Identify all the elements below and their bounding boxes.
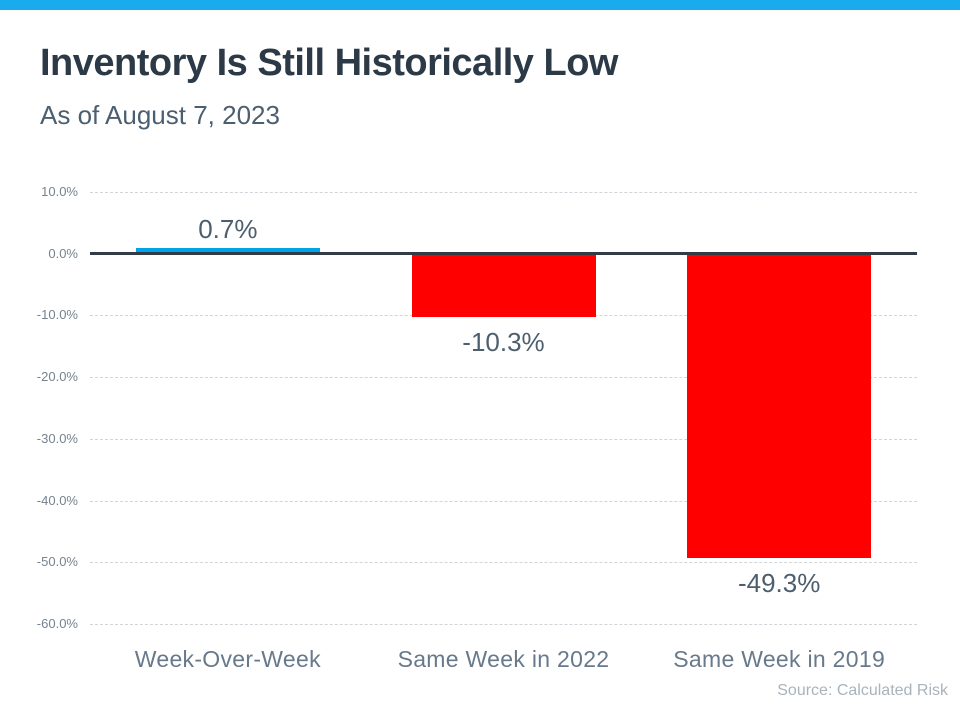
y-axis-tick-label: -40.0% bbox=[36, 492, 78, 508]
x-axis-category-label: Week-Over-Week bbox=[134, 646, 321, 672]
bar-value-label: 0.7% bbox=[198, 213, 258, 244]
gridline bbox=[90, 377, 917, 379]
y-axis-tick-label: -10.0% bbox=[36, 307, 78, 323]
y-axis-tick-label: -50.0% bbox=[36, 554, 78, 570]
y-axis-tick-label: 10.0% bbox=[41, 184, 78, 199]
gridline bbox=[90, 438, 917, 440]
gridline bbox=[90, 500, 917, 502]
bar-same-week-in-2019 bbox=[687, 255, 872, 558]
top-accent-bar bbox=[0, 0, 960, 10]
gridline bbox=[90, 562, 917, 564]
bar-same-week-in-2022 bbox=[411, 255, 596, 318]
bar-chart: 10.0% 0.0% -10.0% -20.0% -30.0% -40.0% -50.0% -… bbox=[0, 184, 960, 692]
bar-week-over-week bbox=[135, 247, 320, 253]
bar-value-label: -10.3% bbox=[462, 327, 545, 358]
gridline bbox=[90, 624, 917, 625]
x-axis-category-label: Same Week in 2019 bbox=[673, 646, 886, 672]
gridline bbox=[90, 192, 917, 193]
y-axis-tick-label: -20.0% bbox=[36, 369, 78, 385]
y-axis-tick-label: -60.0% bbox=[36, 616, 78, 631]
x-axis-category-label: Same Week in 2022 bbox=[397, 646, 610, 672]
subtitle-date: As of August 7, 2023 bbox=[40, 100, 280, 130]
y-axis-tick-label: 0.0% bbox=[48, 245, 78, 261]
zero-axis-line bbox=[90, 252, 917, 256]
bar-value-label: -49.3% bbox=[737, 567, 821, 598]
source-attribution: Source: Calculated Risk bbox=[777, 682, 948, 699]
y-axis-tick-label: -30.0% bbox=[36, 430, 78, 446]
page-title: Inventory Is Still Historically Low bbox=[40, 42, 618, 84]
